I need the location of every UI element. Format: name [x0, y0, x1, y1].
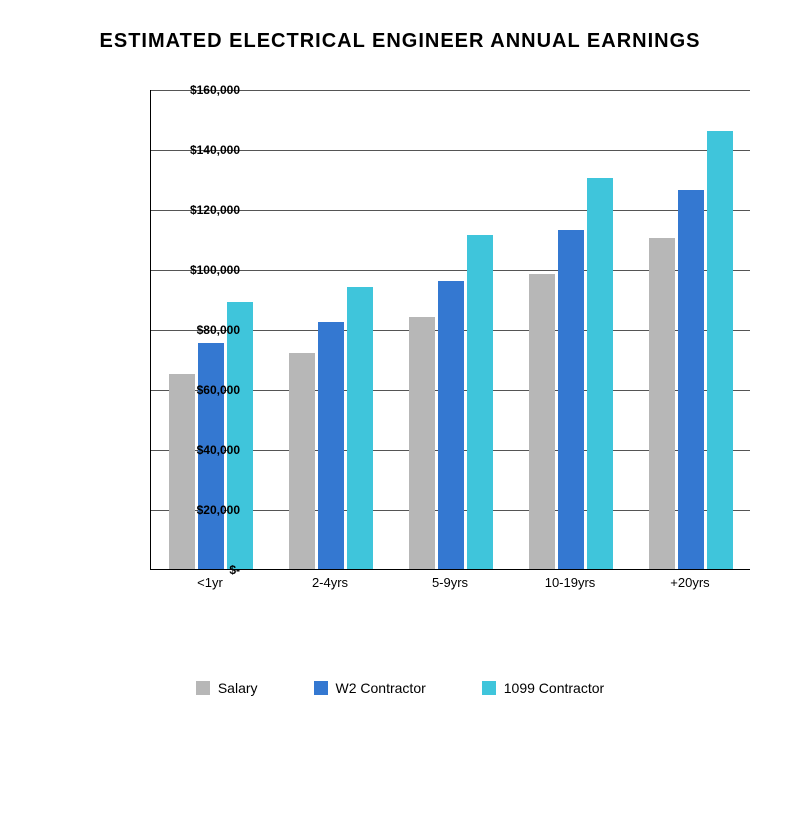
- legend-item: Salary: [196, 680, 258, 696]
- bar: [227, 302, 253, 569]
- y-tick-label: $140,000: [170, 143, 240, 157]
- legend: Salary W2 Contractor 1099 Contractor: [0, 680, 800, 700]
- x-tick-label: 10-19yrs: [545, 575, 596, 590]
- y-tick-label: $80,000: [170, 323, 240, 337]
- bar: [467, 235, 493, 570]
- legend-label: 1099 Contractor: [504, 680, 604, 696]
- x-tick-label: <1yr: [197, 575, 223, 590]
- y-tick-label: $20,000: [170, 503, 240, 517]
- y-tick-label: $40,000: [170, 443, 240, 457]
- y-tick-label: $100,000: [170, 263, 240, 277]
- bar: [558, 230, 584, 569]
- bar: [169, 374, 195, 569]
- bar: [707, 131, 733, 569]
- legend-item: 1099 Contractor: [482, 680, 604, 696]
- bar: [438, 281, 464, 569]
- bars-layer: [151, 90, 750, 569]
- x-tick-label: 5-9yrs: [432, 575, 468, 590]
- chart-title: ESTIMATED ELECTRICAL ENGINEER ANNUAL EAR…: [0, 0, 800, 53]
- legend-swatch: [482, 681, 496, 695]
- bar: [347, 287, 373, 569]
- chart-container: $-$20,000$40,000$60,000$80,000$100,000$1…: [70, 80, 770, 640]
- x-tick-label: +20yrs: [670, 575, 709, 590]
- bar: [318, 322, 344, 570]
- bar: [529, 274, 555, 570]
- legend-label: Salary: [218, 680, 258, 696]
- y-tick-label: $60,000: [170, 383, 240, 397]
- legend-swatch: [314, 681, 328, 695]
- legend-swatch: [196, 681, 210, 695]
- bar: [678, 190, 704, 570]
- y-tick-label: $160,000: [170, 83, 240, 97]
- plot-area: [150, 90, 750, 570]
- legend-label: W2 Contractor: [336, 680, 426, 696]
- legend-item: W2 Contractor: [314, 680, 426, 696]
- x-tick-label: 2-4yrs: [312, 575, 348, 590]
- bar: [289, 353, 315, 569]
- bar: [649, 238, 675, 570]
- bar: [409, 317, 435, 569]
- y-tick-label: $120,000: [170, 203, 240, 217]
- bar: [587, 178, 613, 570]
